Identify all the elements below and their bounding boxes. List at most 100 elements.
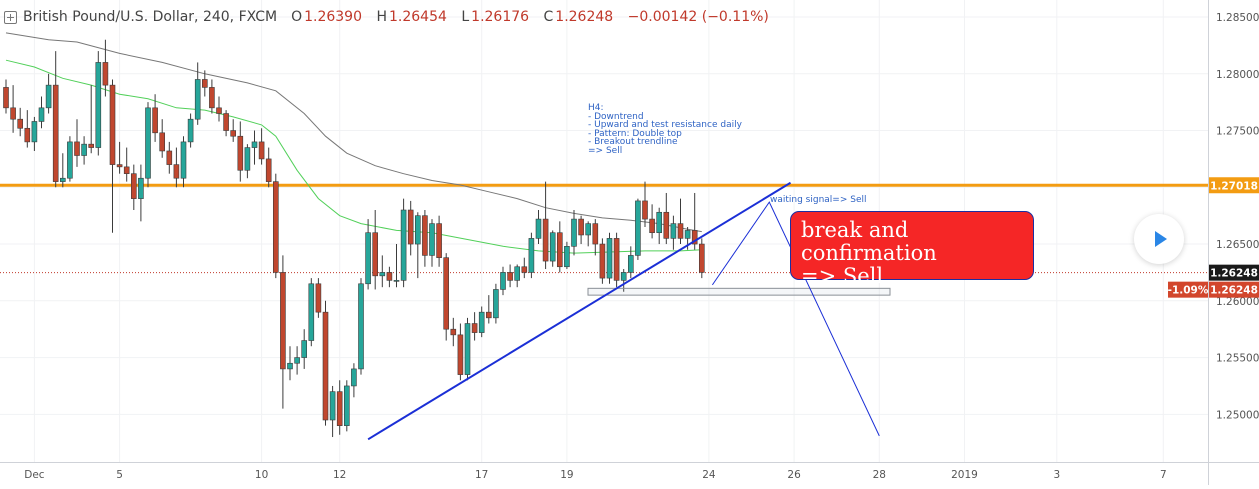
- callout-line-1: break and confirmation: [801, 218, 937, 265]
- x-tick-label: 3: [1053, 469, 1060, 481]
- bull-candle-body: [606, 238, 613, 279]
- candle: [407, 200, 414, 256]
- bull-candle-body: [564, 246, 570, 268]
- candle: [358, 278, 364, 375]
- bear-candle-body: [507, 272, 513, 281]
- bear-candle-body: [592, 223, 599, 245]
- y-tick-label: 1.28000: [1216, 69, 1259, 81]
- candle: [663, 192, 670, 245]
- close-label: C: [543, 9, 554, 25]
- bear-candle-body: [52, 84, 59, 182]
- bull-candle-body: [187, 118, 194, 143]
- candle: [109, 79, 116, 233]
- candle: [542, 181, 549, 270]
- candle: [471, 312, 478, 341]
- bear-candle-body: [642, 200, 648, 220]
- bear-candle-body: [649, 218, 655, 234]
- pct-price-tag-text: 1.26248: [1210, 285, 1258, 297]
- candle: [123, 147, 130, 182]
- support-zone-rect[interactable]: [587, 287, 891, 296]
- bull-candle-body: [571, 218, 577, 247]
- resistance-price-tag-text: 1.27018: [1210, 180, 1258, 192]
- bear-candle-body: [450, 328, 457, 336]
- candle: [422, 210, 428, 267]
- candle: [642, 181, 648, 228]
- x-tick-label: 17: [475, 469, 488, 481]
- bear-candle-body: [223, 113, 229, 131]
- bull-candle-body: [38, 107, 45, 122]
- candle: [635, 198, 641, 260]
- bear-candle-body: [613, 238, 620, 281]
- candle: [343, 380, 350, 432]
- candle: [322, 300, 329, 426]
- bull-candle-body: [194, 79, 201, 120]
- current-price-tag-bg: [1209, 264, 1259, 281]
- candle: [138, 164, 144, 222]
- change-value: −0.00142 (−0.11%): [627, 9, 769, 25]
- bull-candle-body: [493, 289, 499, 319]
- candle: [131, 164, 137, 210]
- y-tick-label: 1.27500: [1216, 126, 1259, 138]
- bear-candle-body: [152, 107, 158, 134]
- bull-candle-body: [351, 368, 357, 387]
- bull-candle-body: [365, 232, 371, 285]
- candle: [549, 230, 556, 267]
- bear-candle-body: [230, 130, 236, 137]
- candle: [216, 96, 222, 122]
- candle: [556, 221, 563, 273]
- bear-candle-body: [166, 150, 173, 165]
- candle: [656, 207, 663, 245]
- bull-candle-body: [45, 84, 52, 109]
- bull-candle-body: [287, 362, 293, 370]
- bear-candle-body: [10, 107, 16, 120]
- candle: [578, 215, 584, 245]
- candle: [202, 70, 208, 97]
- y-tick-label: 1.26500: [1216, 239, 1259, 251]
- bull-candle-body: [620, 272, 627, 281]
- candle: [450, 317, 457, 347]
- ascending-trendline[interactable]: [367, 181, 792, 441]
- plus-icon[interactable]: [4, 10, 17, 24]
- bear-candle-body: [336, 391, 343, 426]
- candle: [414, 212, 421, 279]
- bear-candle-body: [280, 272, 286, 370]
- bear-candle-body: [691, 230, 698, 245]
- play-button[interactable]: [1134, 214, 1184, 264]
- low-value: 1.26176: [471, 9, 530, 25]
- bear-candle-body: [457, 334, 464, 375]
- candle: [698, 238, 705, 279]
- slow-moving-average-line: [5, 32, 702, 233]
- x-tick-label: 12: [333, 469, 346, 481]
- candle: [116, 141, 123, 174]
- candle: [223, 110, 229, 137]
- candle: [173, 147, 180, 188]
- candle: [599, 238, 606, 284]
- bear-candle-body: [216, 107, 222, 114]
- symbol-title[interactable]: British Pound/U.S. Dollar, 240, FXCM: [23, 9, 278, 25]
- bull-candle-body: [414, 215, 421, 245]
- candle: [95, 51, 102, 156]
- candle: [251, 130, 258, 165]
- projection-path[interactable]: [711, 201, 880, 437]
- bull-candle-body: [514, 266, 521, 281]
- bear-candle-body: [237, 135, 244, 171]
- candle: [272, 173, 279, 279]
- candle: [464, 317, 471, 381]
- bull-candle-body: [379, 272, 386, 277]
- candle: [457, 323, 464, 381]
- candle: [209, 79, 215, 114]
- candle: [493, 283, 499, 324]
- bull-candle-body: [535, 218, 542, 239]
- high-value: 1.26454: [388, 9, 447, 25]
- x-tick-label: 10: [255, 469, 268, 481]
- pct-change-tag-text: -1.09%: [1168, 285, 1209, 297]
- candle: [386, 266, 393, 288]
- bull-candle-body: [301, 340, 308, 358]
- close-value: 1.26248: [555, 9, 614, 25]
- candle: [613, 232, 620, 288]
- x-tick-label: 5: [116, 469, 123, 481]
- bull-candle-body: [500, 272, 506, 290]
- candle: [606, 232, 613, 284]
- candle: [677, 198, 684, 245]
- bull-candle-body: [329, 391, 336, 421]
